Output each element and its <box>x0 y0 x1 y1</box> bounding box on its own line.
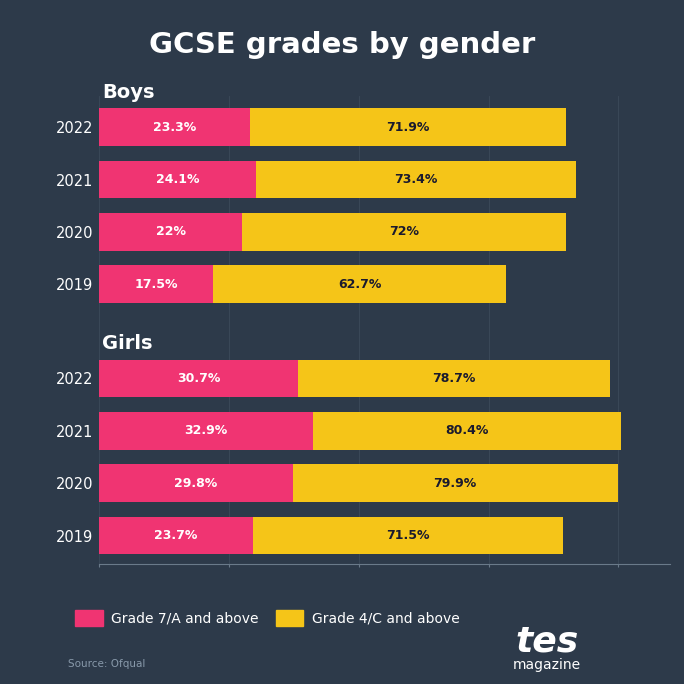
Text: 79.9%: 79.9% <box>434 477 477 490</box>
Text: 62.7%: 62.7% <box>338 278 381 291</box>
Bar <box>99 360 298 397</box>
Text: 29.8%: 29.8% <box>174 477 218 490</box>
Bar <box>293 464 618 502</box>
Text: 73.4%: 73.4% <box>394 173 437 186</box>
Text: GCSE grades by gender: GCSE grades by gender <box>149 31 535 59</box>
Bar <box>256 161 575 198</box>
Bar <box>99 516 253 554</box>
Bar <box>99 108 250 146</box>
Text: tes: tes <box>516 624 579 659</box>
Bar <box>242 213 566 251</box>
Text: 71.5%: 71.5% <box>386 529 430 542</box>
Text: 72%: 72% <box>389 225 419 238</box>
Bar <box>298 360 610 397</box>
Text: 23.3%: 23.3% <box>153 120 196 133</box>
Text: magazine: magazine <box>513 658 581 672</box>
Legend: Grade 7/A and above, Grade 4/C and above: Grade 7/A and above, Grade 4/C and above <box>75 609 460 626</box>
Text: 17.5%: 17.5% <box>134 278 178 291</box>
Bar <box>99 265 213 303</box>
Bar <box>253 516 563 554</box>
Text: 80.4%: 80.4% <box>445 424 488 437</box>
Bar <box>99 213 242 251</box>
Text: 30.7%: 30.7% <box>177 372 220 385</box>
Text: 22%: 22% <box>155 225 185 238</box>
Text: 23.7%: 23.7% <box>155 529 198 542</box>
Bar <box>213 265 506 303</box>
Bar <box>313 412 621 449</box>
Bar <box>99 412 313 449</box>
Bar <box>99 464 293 502</box>
Text: 71.9%: 71.9% <box>386 120 430 133</box>
Text: 32.9%: 32.9% <box>184 424 228 437</box>
Text: Boys: Boys <box>103 83 155 102</box>
Text: Source: Ofqual: Source: Ofqual <box>68 659 146 669</box>
Text: Girls: Girls <box>103 334 153 354</box>
Text: 78.7%: 78.7% <box>432 372 476 385</box>
Bar <box>250 108 566 146</box>
Bar <box>99 161 256 198</box>
Text: 24.1%: 24.1% <box>156 173 199 186</box>
